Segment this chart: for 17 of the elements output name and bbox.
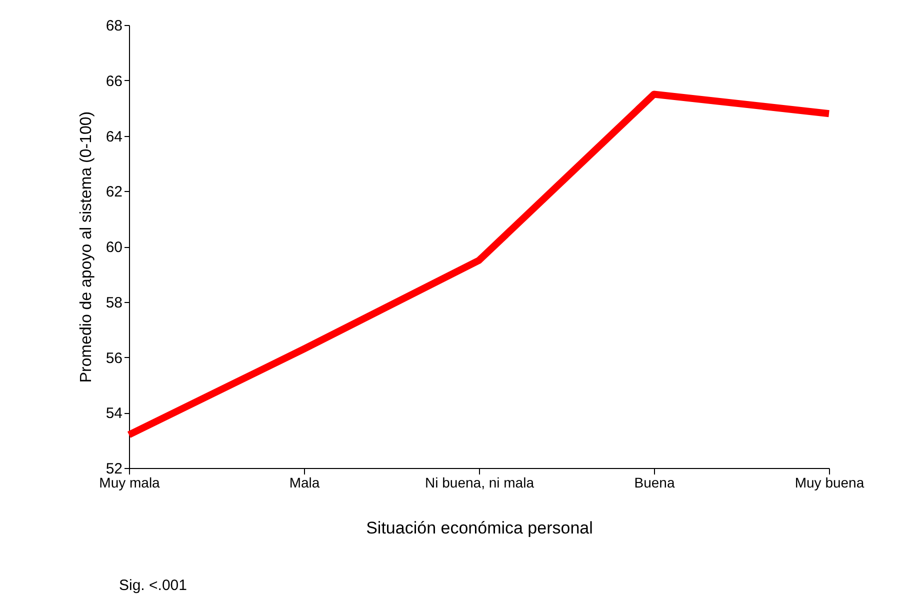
y-tick-label: 52 <box>106 460 122 478</box>
y-tick-label: 68 <box>106 18 122 34</box>
text: Sig. <.001 <box>119 577 187 594</box>
x-tick-label: Buena <box>634 474 675 490</box>
x-tick-label: Muy mala <box>99 474 160 490</box>
x-axis-title: Situación económica personal <box>366 518 593 538</box>
x-tick-label: Mala <box>289 474 320 490</box>
y-tick-label: 58 <box>106 294 122 312</box>
y-tick-label: 66 <box>106 72 122 90</box>
y-tick-label: 64 <box>106 128 122 146</box>
x-tick-label: Muy buena <box>794 474 864 490</box>
y-tick-label: 56 <box>106 350 122 367</box>
y-tick-label: 62 <box>106 184 122 201</box>
y-tick-label: 54 <box>106 405 122 422</box>
y-tick-label: 60 <box>106 239 122 256</box>
x-tick-label: Ni buena, ni mala <box>425 474 534 490</box>
y-axis-title: Promedio de apoyo al sistema (0-100) <box>78 111 95 383</box>
